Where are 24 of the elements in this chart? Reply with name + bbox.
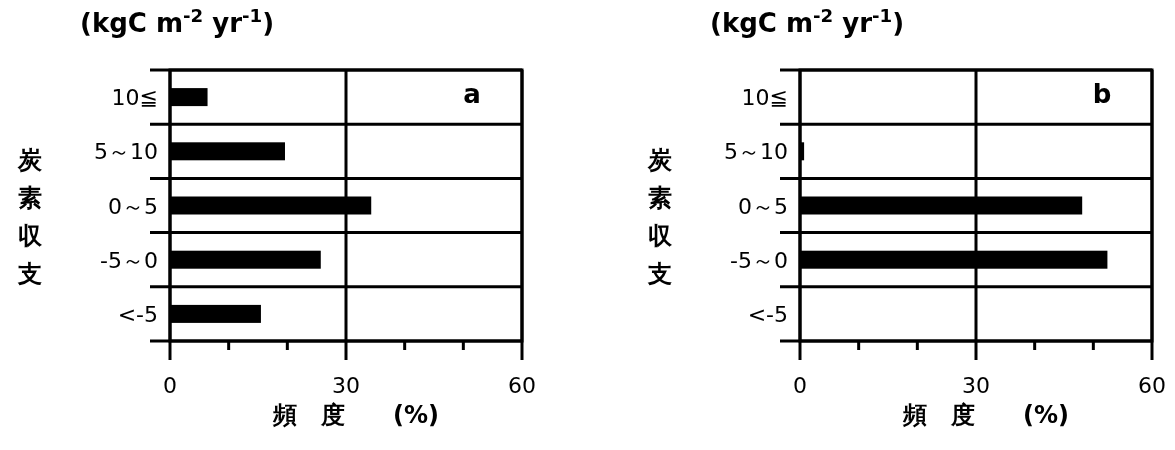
y-tick-label: -5～0	[730, 247, 788, 273]
chart-title: (kgC m$^{-2}$ yr$^{-1}$)	[80, 4, 275, 38]
y-tick-label: <-5	[747, 301, 788, 327]
x-tick-label: 30	[332, 373, 360, 398]
y-tick-label: 10≦	[111, 85, 158, 111]
x-tick-label: 0	[793, 373, 807, 398]
x-tick-label: 60	[508, 373, 536, 398]
x-tick-label: 60	[1138, 373, 1166, 398]
x-tick-label: 0	[163, 373, 177, 398]
y-tick-label: -5～0	[100, 247, 158, 273]
y-axis-title: 炭素収支	[17, 146, 43, 288]
x-axis-title: 頻 度 (%)	[272, 401, 439, 429]
y-tick-label: 0～5	[738, 193, 788, 219]
chart-title: (kgC m$^{-2}$ yr$^{-1}$)	[710, 4, 905, 38]
y-axis-title: 炭素収支	[647, 146, 673, 288]
annotation: b	[1092, 79, 1112, 109]
y-tick-label: 0～5	[108, 193, 158, 219]
y-tick-label: 5～10	[724, 139, 788, 165]
y-tick-label: <-5	[117, 301, 158, 327]
x-axis-title: 頻 度 (%)	[902, 401, 1069, 429]
y-tick-label: 10≦	[741, 85, 788, 111]
x-tick-label: 30	[962, 373, 990, 398]
annotation: a	[463, 79, 481, 109]
y-tick-label: 5～10	[94, 139, 158, 165]
